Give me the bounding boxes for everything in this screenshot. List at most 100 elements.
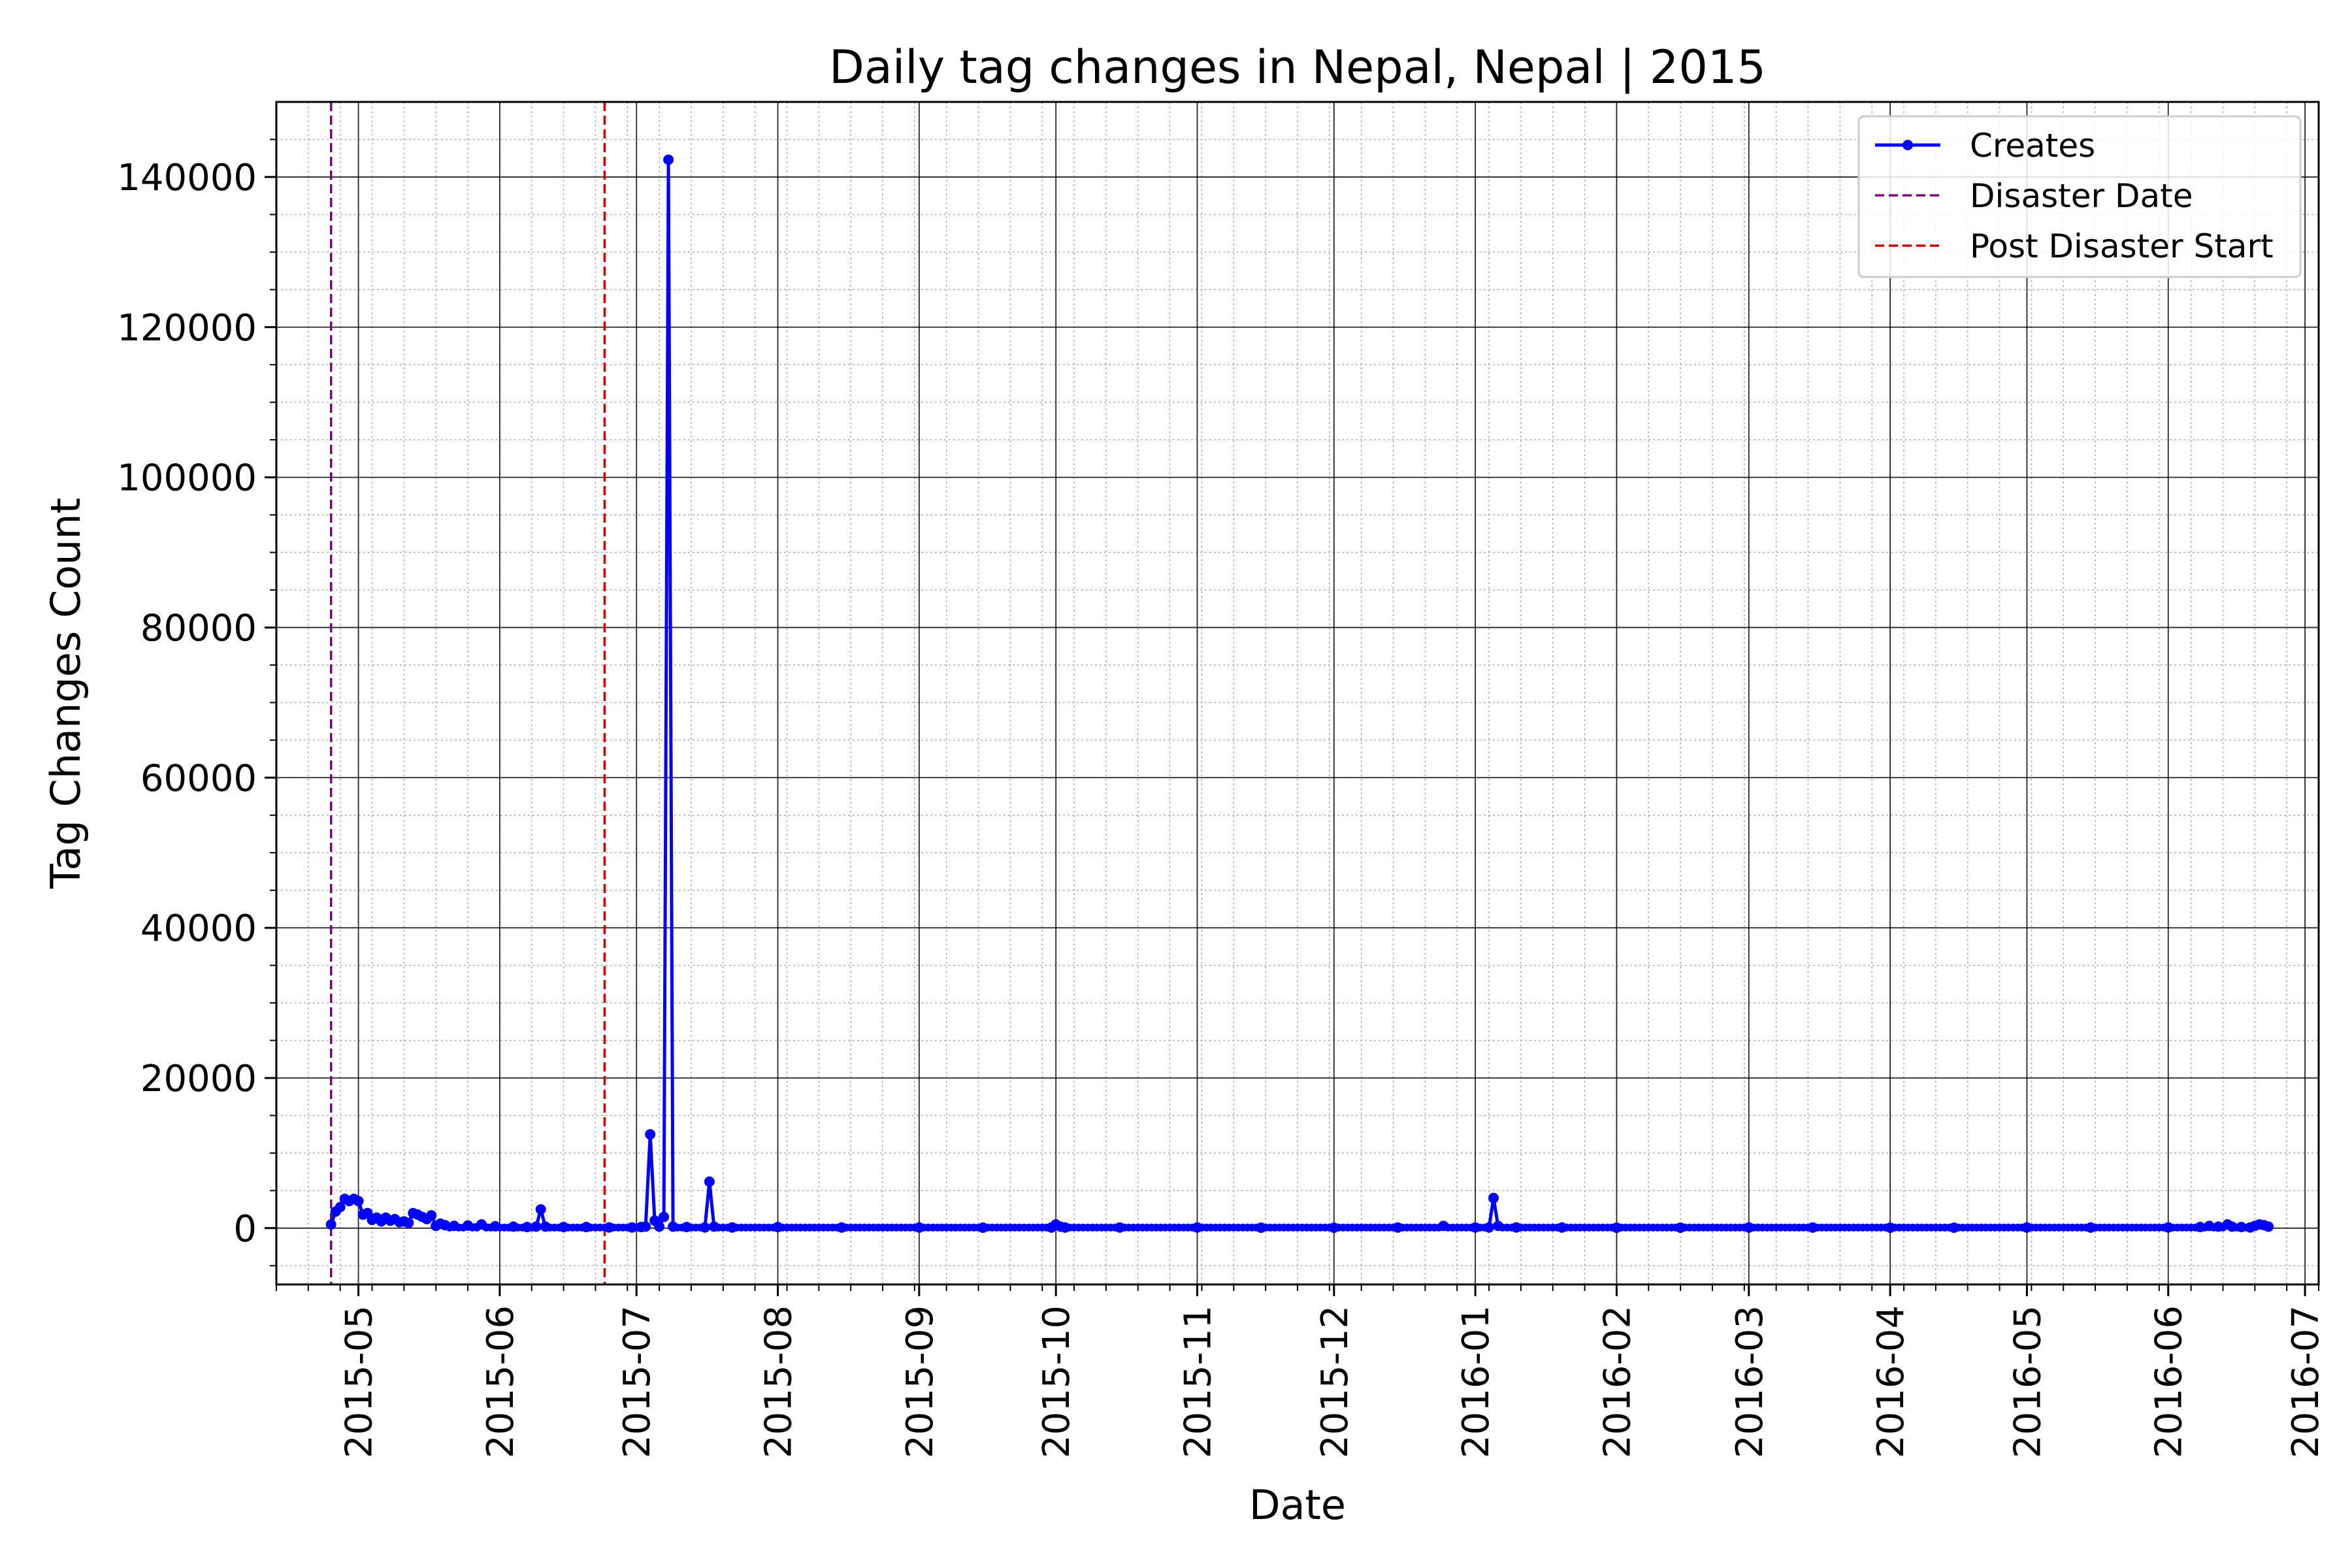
data-point [704, 1176, 715, 1187]
x-tick-label: 2016-02 [1596, 1305, 1639, 1458]
reference-lines [329, 102, 606, 1284]
x-tick-label: 2015-10 [1036, 1305, 1078, 1458]
x-tick-label: 2015-09 [899, 1305, 941, 1458]
data-point [645, 1129, 656, 1140]
legend-entry-disaster-date: Disaster Date [1875, 177, 2193, 215]
x-tick-label: 2015-06 [480, 1305, 522, 1458]
y-tick-labels: 0 20000 40000 60000 80000 100000 120000 140000 [117, 157, 257, 1250]
y-tick-label: 80000 [140, 607, 257, 649]
x-tick-label: 2015-05 [338, 1305, 381, 1458]
data-point [2163, 1222, 2174, 1233]
legend-marker-creates [1903, 140, 1913, 150]
x-tick-label: 2016-07 [2285, 1305, 2327, 1458]
legend-label-post-disaster-start: Post Disaster Start [1970, 227, 2274, 265]
data-point [531, 1221, 542, 1232]
data-point [836, 1222, 847, 1233]
data-point [1493, 1220, 1503, 1232]
chart-title: Daily tag changes in Nepal, Nepal | 2015 [829, 41, 1766, 94]
data-point [1885, 1222, 1896, 1233]
x-axis-label: Date [1249, 1481, 1346, 1529]
legend-entry-creates: Creates [1875, 127, 2095, 165]
data-point [1470, 1222, 1481, 1233]
data-point [521, 1222, 532, 1233]
data-point [654, 1221, 665, 1232]
y-tick-label: 20000 [140, 1058, 257, 1100]
data-point [2085, 1222, 2097, 1233]
data-point [403, 1217, 414, 1228]
data-point [1807, 1222, 1818, 1233]
data-point [1488, 1192, 1499, 1203]
data-point [640, 1221, 651, 1232]
data-point [663, 154, 674, 165]
data-point [727, 1222, 738, 1233]
minor-grid [276, 102, 2319, 1284]
series-layer [325, 154, 2274, 1233]
tick-marks [265, 139, 2319, 1296]
x-tick-label: 2015-11 [1177, 1305, 1219, 1458]
y-tick-label: 0 [233, 1208, 257, 1250]
data-point [508, 1221, 519, 1232]
data-point [1256, 1222, 1267, 1233]
data-point [1511, 1222, 1522, 1233]
data-point [2227, 1221, 2238, 1232]
x-tick-label: 2016-04 [1870, 1305, 1912, 1458]
x-tick-label: 2015-12 [1314, 1305, 1356, 1458]
data-point [540, 1221, 551, 1232]
legend-box [1857, 115, 2302, 278]
data-point [659, 1211, 670, 1222]
y-tick-label: 100000 [117, 457, 257, 500]
data-point [772, 1222, 783, 1233]
data-point [325, 1219, 336, 1230]
data-point [2236, 1222, 2247, 1233]
legend-label-creates: Creates [1970, 127, 2095, 165]
data-point [426, 1210, 437, 1221]
x-tick-label: 2016-06 [2148, 1305, 2191, 1458]
data-point [353, 1196, 364, 1207]
data-point [708, 1221, 719, 1232]
data-point [1948, 1222, 1959, 1233]
data-point [913, 1222, 924, 1233]
data-point [1611, 1222, 1622, 1233]
data-point [681, 1222, 692, 1233]
data-point [2195, 1222, 2206, 1233]
x-tick-label: 2015-07 [616, 1305, 659, 1458]
data-point [1192, 1222, 1203, 1233]
x-tick-labels: 2015-05 2015-06 2015-07 2015-08 2015-09 2015-… [338, 1305, 2327, 1458]
data-point [1675, 1222, 1686, 1233]
legend-entry-post-disaster-start: Post Disaster Start [1875, 227, 2274, 265]
data-point [668, 1221, 679, 1232]
data-point [489, 1220, 500, 1232]
data-point [449, 1220, 460, 1232]
data-point [2213, 1221, 2224, 1232]
data-point [977, 1222, 988, 1233]
data-point [604, 1222, 615, 1233]
data-point [1060, 1222, 1071, 1233]
data-point [2021, 1222, 2033, 1233]
data-point [463, 1220, 474, 1231]
data-point [1438, 1220, 1449, 1232]
y-tick-label: 40000 [140, 907, 257, 950]
data-point [476, 1219, 487, 1230]
y-tick-label: 60000 [140, 757, 257, 800]
data-point [558, 1222, 569, 1233]
data-point [1484, 1222, 1495, 1233]
data-point [1114, 1222, 1125, 1233]
y-tick-label: 120000 [117, 307, 257, 350]
x-tick-label: 2016-05 [2006, 1305, 2049, 1458]
legend: Creates Disaster Date Post Disaster Star… [1857, 115, 2302, 278]
data-point [1556, 1222, 1567, 1233]
x-tick-label: 2015-08 [758, 1305, 800, 1458]
y-tick-label: 140000 [117, 157, 257, 199]
data-point [581, 1222, 592, 1233]
data-point [1392, 1222, 1403, 1233]
y-axis-label: Tag Changes Count [42, 498, 90, 889]
data-point [627, 1222, 638, 1233]
data-point [2263, 1221, 2274, 1232]
x-tick-label: 2016-01 [1455, 1305, 1497, 1458]
data-point [1743, 1222, 1754, 1233]
x-tick-label: 2016-03 [1729, 1305, 1771, 1458]
data-point [440, 1220, 451, 1231]
data-point [335, 1201, 346, 1213]
data-point [535, 1204, 546, 1215]
